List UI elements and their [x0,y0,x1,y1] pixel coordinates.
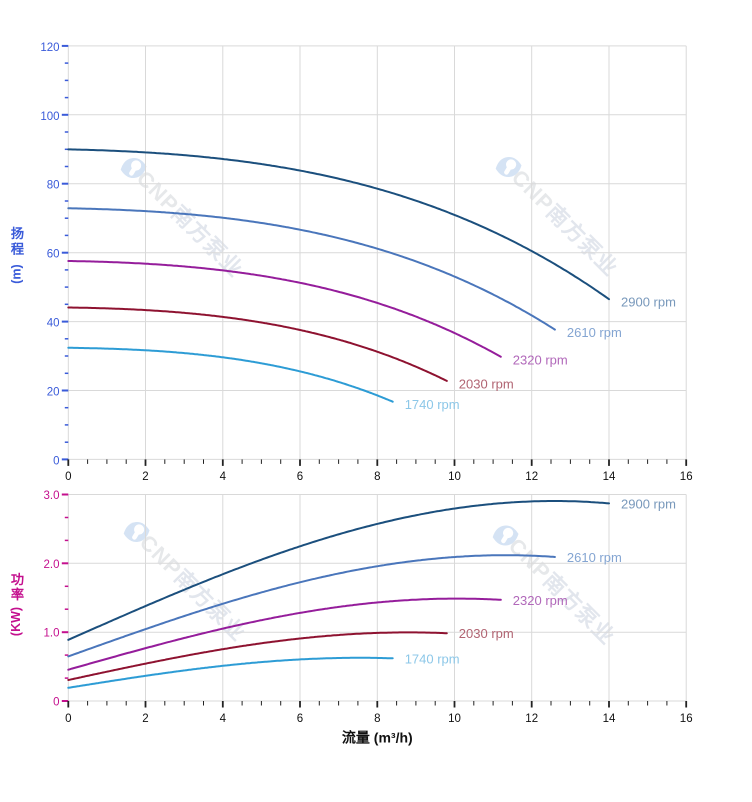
svg-text:40: 40 [47,318,60,330]
svg-text:1.0: 1.0 [44,628,60,640]
svg-text:2900 rpm: 2900 rpm [621,496,676,511]
svg-text:3.0: 3.0 [44,490,60,502]
svg-text:80: 80 [47,180,60,192]
svg-text:2030 rpm: 2030 rpm [459,626,514,641]
svg-text:8: 8 [374,713,380,725]
svg-text:率: 率 [11,586,24,602]
svg-text:2320 rpm: 2320 rpm [513,352,568,367]
svg-text:0: 0 [53,697,59,709]
svg-text:12: 12 [525,713,538,725]
svg-text:2.0: 2.0 [44,559,60,571]
svg-text:2: 2 [142,713,148,725]
svg-text:100: 100 [40,111,59,123]
svg-text:功: 功 [11,572,24,587]
svg-text:2610 rpm: 2610 rpm [567,325,622,340]
svg-text:10: 10 [448,713,461,725]
svg-text:4: 4 [220,713,227,725]
svg-text:1740 rpm: 1740 rpm [405,651,460,666]
svg-text:程: 程 [11,242,24,257]
svg-text:(KW): (KW) [9,607,23,636]
svg-text:14: 14 [603,713,616,725]
svg-text:2900 rpm: 2900 rpm [621,295,676,310]
svg-text:扬: 扬 [11,225,24,241]
svg-text:0: 0 [65,713,71,725]
svg-text:20: 20 [47,387,60,399]
svg-text:0: 0 [65,471,71,483]
svg-text:(m): (m) [10,264,24,283]
svg-text:16: 16 [680,713,693,725]
svg-text:2610 rpm: 2610 rpm [567,550,622,565]
svg-text:2320 rpm: 2320 rpm [513,593,568,608]
svg-text:60: 60 [47,249,60,261]
svg-text:4: 4 [220,471,227,483]
svg-text:0: 0 [53,455,59,467]
svg-text:6: 6 [297,471,303,483]
svg-text:14: 14 [603,471,616,483]
svg-text:8: 8 [374,471,380,483]
svg-text:2030 rpm: 2030 rpm [459,376,514,391]
svg-text:6: 6 [297,713,303,725]
svg-text:120: 120 [40,42,59,54]
svg-text:10: 10 [448,471,461,483]
svg-text:2: 2 [142,471,148,483]
svg-text:16: 16 [680,471,693,483]
svg-text:流量 (m³/h): 流量 (m³/h) [342,730,413,746]
svg-text:12: 12 [525,471,538,483]
svg-text:1740 rpm: 1740 rpm [405,397,460,412]
